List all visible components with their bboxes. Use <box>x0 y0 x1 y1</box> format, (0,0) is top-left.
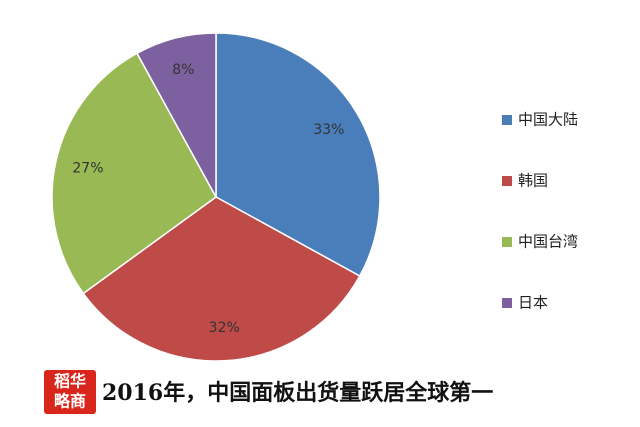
pie-slice <box>215 32 381 278</box>
data-label: 8% <box>172 62 194 78</box>
legend-swatch <box>502 115 512 125</box>
legend-label: 中国台湾 <box>518 233 578 251</box>
legend-label: 中国大陆 <box>518 111 578 129</box>
logo-text: 稻华 <box>54 372 86 391</box>
pie-slice <box>135 32 217 198</box>
data-label: 32% <box>209 320 240 336</box>
legend-label: 日本 <box>518 294 548 312</box>
legend-swatch <box>502 237 512 247</box>
logo-text: 略商 <box>54 392 86 411</box>
legend-swatch <box>502 176 512 186</box>
pie-slice <box>82 196 361 362</box>
pie-slice <box>51 52 217 295</box>
legend-swatch <box>502 298 512 308</box>
logo-box <box>44 370 96 414</box>
data-label: 33% <box>313 122 344 138</box>
data-label: 27% <box>72 160 103 176</box>
chart-title: 2016年，中国面板出货量跃居全球第一 <box>102 380 493 406</box>
legend-label: 韩国 <box>518 172 548 190</box>
